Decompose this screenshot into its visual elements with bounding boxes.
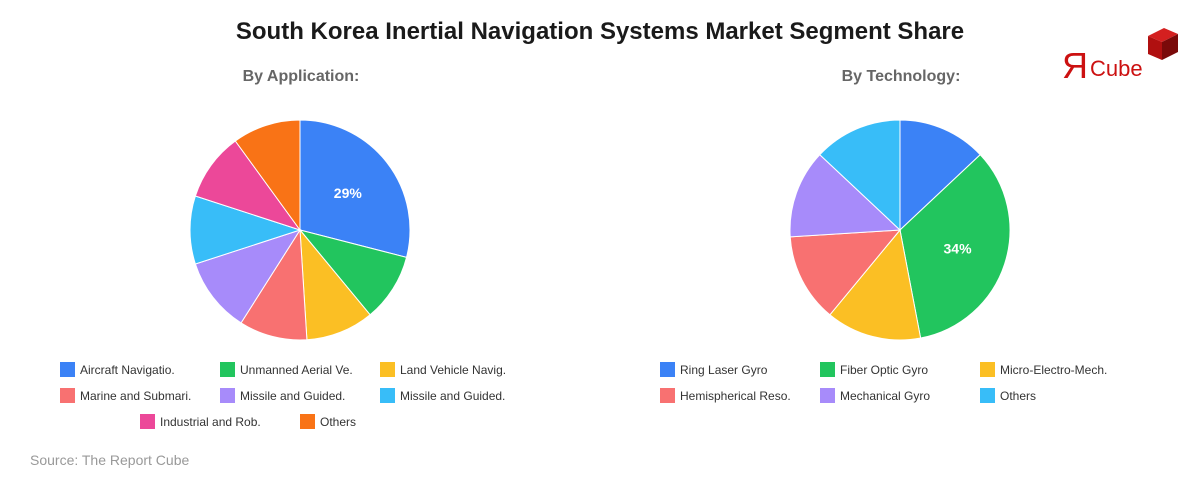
- legend-item[interactable]: Others: [980, 388, 1036, 403]
- legend-swatch: [660, 362, 675, 377]
- legend-label: Mechanical Gyro: [840, 388, 931, 403]
- legend-swatch: [220, 388, 235, 403]
- legend-label: Others: [1000, 388, 1037, 403]
- legend-swatch: [380, 362, 395, 377]
- application-chart-title: By Application:: [242, 68, 360, 85]
- source-note: Source: The Report Cube: [30, 452, 190, 468]
- pie-slice: [299, 120, 410, 258]
- technology-chart-title: By Technology:: [841, 68, 961, 85]
- technology-pie-chart: 34%: [790, 120, 1010, 340]
- logo-r-glyph: Я: [1062, 45, 1088, 86]
- logo-text: Cube: [1090, 56, 1143, 81]
- legend-swatch: [820, 388, 835, 403]
- report-cube-logo: Я Cube: [1060, 26, 1185, 86]
- legend-item[interactable]: Missile and Guided.: [220, 388, 345, 403]
- legend-swatch: [60, 388, 75, 403]
- legend-label: Fiber Optic Gyro: [840, 362, 929, 377]
- application-pie-chart: 29%: [190, 120, 410, 340]
- legend-swatch: [820, 362, 835, 377]
- legend-label: Unmanned Aerial Ve.: [240, 362, 353, 377]
- legend-item[interactable]: Aircraft Navigatio.: [60, 362, 175, 377]
- legend-swatch: [380, 388, 395, 403]
- pie-slice: [899, 153, 1010, 339]
- legend-label: Industrial and Rob.: [160, 414, 261, 429]
- pie-slice: [829, 228, 922, 340]
- legend-item[interactable]: Land Vehicle Navig.: [380, 362, 506, 377]
- chart-title: South Korea Inertial Navigation Systems …: [235, 18, 965, 45]
- legend-item[interactable]: Ring Laser Gyro: [660, 362, 767, 377]
- legend-label: Missile and Guided.: [400, 388, 506, 403]
- legend-label: Missile and Guided.: [240, 388, 346, 403]
- legend-swatch: [980, 388, 995, 403]
- pie-slice: [819, 120, 901, 232]
- legend-label: Others: [320, 414, 357, 429]
- legend-swatch: [60, 362, 75, 377]
- legend-swatch: [660, 388, 675, 403]
- legend-item[interactable]: Missile and Guided.: [380, 388, 505, 403]
- legend-swatch: [300, 414, 315, 429]
- pie-slice: [790, 229, 902, 316]
- pie-slice: [234, 120, 301, 232]
- slice-data-label: 34%: [944, 241, 973, 257]
- legend-item[interactable]: Hemispherical Reso.: [660, 388, 791, 403]
- legend-label: Land Vehicle Navig.: [400, 362, 507, 377]
- legend-item[interactable]: Unmanned Aerial Ve.: [220, 362, 353, 377]
- slice-data-label: 29%: [334, 185, 363, 201]
- legend-label: Micro-Electro-Mech.: [1000, 362, 1108, 377]
- legend-label: Marine and Submari.: [80, 388, 192, 403]
- legend-item[interactable]: Industrial and Rob.: [140, 414, 261, 429]
- legend-item[interactable]: Micro-Electro-Mech.: [980, 362, 1107, 377]
- legend-label: Hemispherical Reso.: [680, 388, 791, 403]
- legend-swatch: [140, 414, 155, 429]
- legend-item[interactable]: Marine and Submari.: [60, 388, 191, 403]
- legend-swatch: [220, 362, 235, 377]
- pie-slice: [899, 120, 981, 232]
- cube-icon: Я Cube: [1062, 28, 1178, 86]
- legend-label: Ring Laser Gyro: [680, 362, 768, 377]
- pie-slice: [194, 229, 302, 324]
- legend-item[interactable]: Mechanical Gyro: [820, 388, 930, 403]
- legend-item[interactable]: Fiber Optic Gyro: [820, 362, 928, 377]
- legend-item[interactable]: Others: [300, 414, 356, 429]
- legend-label: Aircraft Navigatio.: [80, 362, 175, 377]
- legend-swatch: [980, 362, 995, 377]
- pie-slice: [790, 153, 902, 238]
